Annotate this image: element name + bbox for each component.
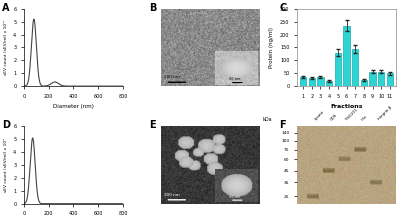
Text: B: B	[149, 3, 156, 12]
Bar	[370, 72, 376, 86]
Y-axis label: Protein (ng/ml): Protein (ng/ml)	[270, 27, 274, 68]
Bar	[309, 78, 315, 86]
Text: 200 nm: 200 nm	[164, 193, 180, 197]
Text: D: D	[2, 120, 10, 130]
Text: kDa: kDa	[262, 117, 272, 122]
Text: C: C	[279, 3, 286, 12]
Text: A: A	[2, 3, 10, 12]
Y-axis label: sEV count (sEV/ml) x 10⁹: sEV count (sEV/ml) x 10⁹	[4, 138, 8, 192]
Bar	[300, 77, 306, 86]
Bar	[317, 77, 324, 86]
X-axis label: Fractions: Fractions	[330, 104, 363, 109]
Y-axis label: sEV count (sEV/ml) x 10¹¹: sEV count (sEV/ml) x 10¹¹	[4, 20, 8, 75]
Text: F: F	[279, 120, 286, 130]
X-axis label: Diameter (nm): Diameter (nm)	[53, 104, 94, 109]
Bar	[344, 26, 350, 86]
Bar	[361, 80, 367, 86]
Bar	[335, 53, 341, 86]
Bar	[352, 49, 358, 86]
Text: E: E	[149, 120, 155, 130]
Text: 200 nm: 200 nm	[164, 75, 180, 79]
Bar	[387, 73, 393, 86]
Bar	[378, 72, 384, 86]
Bar	[326, 81, 332, 86]
